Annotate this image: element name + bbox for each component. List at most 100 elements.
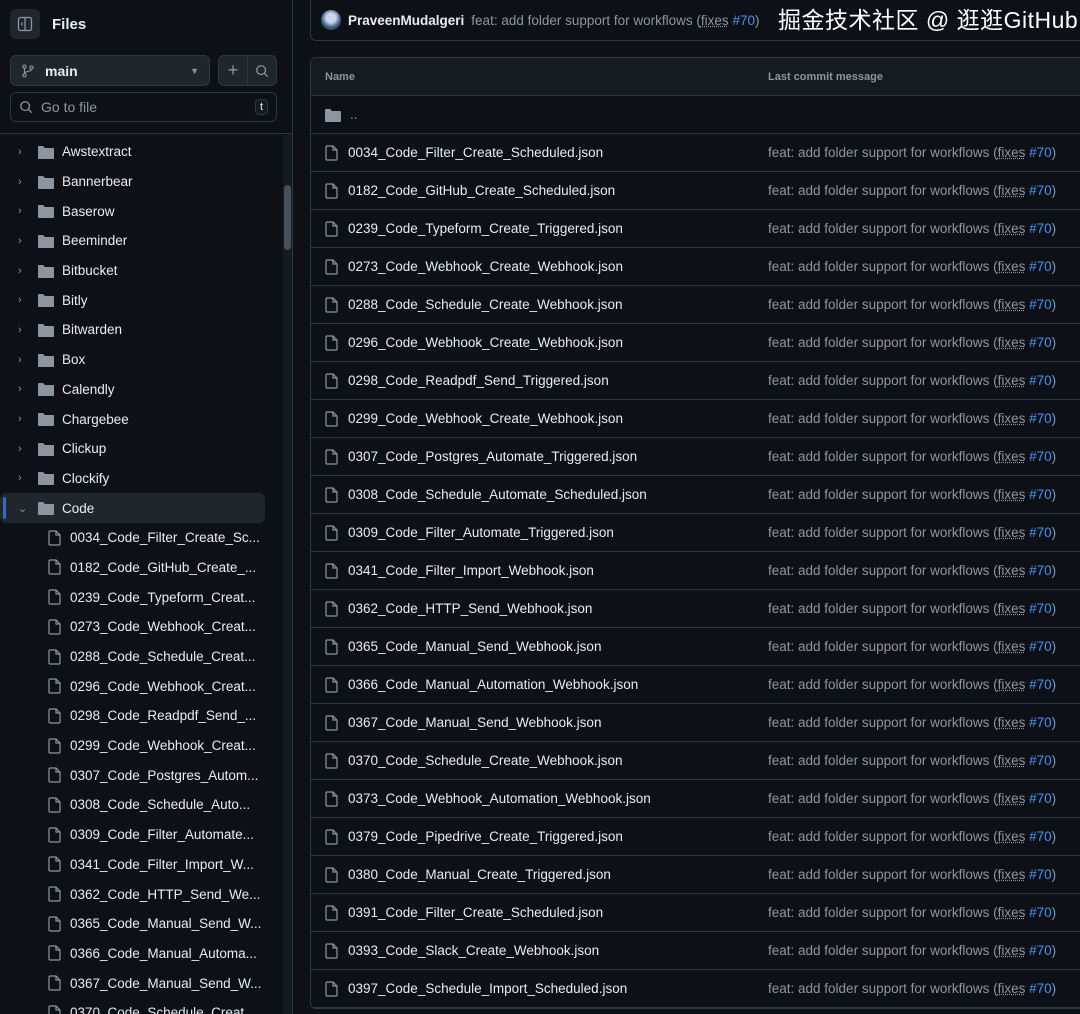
commit-message-link[interactable]: feat: add folder support for workflows (… xyxy=(768,563,1057,578)
commit-message-link[interactable]: feat: add folder support for workflows (… xyxy=(768,981,1057,996)
file-link[interactable]: 0366_Code_Manual_Automation_Webhook.json xyxy=(348,677,639,692)
chevron-right-icon[interactable]: › xyxy=(18,294,22,307)
file-link[interactable]: 0308_Code_Schedule_Automate_Scheduled.js… xyxy=(348,487,647,502)
collapse-sidebar-button[interactable] xyxy=(10,9,40,39)
file-link[interactable]: 0307_Code_Postgres_Automate_Triggered.js… xyxy=(348,449,638,464)
tree-file[interactable]: 0366_Code_Manual_Automa... xyxy=(0,939,283,969)
tree-file[interactable]: 0308_Code_Schedule_Auto... xyxy=(0,790,283,820)
commit-message-link[interactable]: feat: add folder support for workflows (… xyxy=(768,449,1057,464)
chevron-right-icon[interactable]: › xyxy=(18,264,22,277)
go-to-file-input[interactable]: Go to file t xyxy=(10,92,277,122)
file-link[interactable]: 0182_Code_GitHub_Create_Scheduled.json xyxy=(348,183,616,198)
tree-folder[interactable]: › Chargebee xyxy=(0,404,283,434)
scrollbar-thumb[interactable] xyxy=(284,185,291,250)
tree-folder[interactable]: › Bitwarden xyxy=(0,315,283,345)
commit-message-link[interactable]: feat: add folder support for workflows (… xyxy=(768,905,1057,920)
add-file-button[interactable]: + xyxy=(219,56,248,85)
tree-folder[interactable]: › Clickup xyxy=(0,434,283,464)
file-link[interactable]: 0239_Code_Typeform_Create_Triggered.json xyxy=(348,221,623,236)
file-link[interactable]: 0380_Code_Manual_Create_Triggered.json xyxy=(348,867,611,882)
tree-file[interactable]: 0182_Code_GitHub_Create_... xyxy=(0,553,283,583)
commit-message-link[interactable]: feat: add folder support for workflows (… xyxy=(768,373,1057,388)
commit-message-link[interactable]: feat: add folder support for workflows (… xyxy=(768,259,1057,274)
commit-message-link[interactable]: feat: add folder support for workflows (… xyxy=(768,487,1057,502)
tree-file[interactable]: 0239_Code_Typeform_Creat... xyxy=(0,582,283,612)
file-link[interactable]: 0365_Code_Manual_Send_Webhook.json xyxy=(348,639,602,654)
tree-file[interactable]: 0365_Code_Manual_Send_W... xyxy=(0,909,283,939)
chevron-right-icon[interactable]: › xyxy=(18,472,22,485)
chevron-right-icon[interactable]: › xyxy=(18,323,22,336)
commit-message-link[interactable]: feat: add folder support for workflows (… xyxy=(768,183,1057,198)
commit-message-link[interactable]: feat: add folder support for workflows (… xyxy=(768,867,1057,882)
tree-file[interactable]: 0288_Code_Schedule_Creat... xyxy=(0,642,283,672)
chevron-right-icon[interactable]: › xyxy=(18,234,22,247)
commit-message-link[interactable]: feat: add folder support for workflows (… xyxy=(768,601,1057,616)
commit-message-link[interactable]: feat: add folder support for workflows (… xyxy=(768,639,1057,654)
sidebar-scrollbar[interactable] xyxy=(283,135,292,1014)
branch-selector[interactable]: main ▼ xyxy=(10,55,210,86)
chevron-down-icon[interactable]: ⌄ xyxy=(18,502,28,515)
avatar[interactable] xyxy=(321,10,341,30)
file-link[interactable]: 0391_Code_Filter_Create_Scheduled.json xyxy=(348,905,604,920)
commit-message-link[interactable]: feat: add folder support for workflows (… xyxy=(768,829,1057,844)
chevron-right-icon[interactable]: › xyxy=(18,175,22,188)
tree-file[interactable]: 0273_Code_Webhook_Creat... xyxy=(0,612,283,642)
file-link[interactable]: 0373_Code_Webhook_Automation_Webhook.jso… xyxy=(348,791,651,806)
file-link[interactable]: 0296_Code_Webhook_Create_Webhook.json xyxy=(348,335,623,350)
tree-file[interactable]: 0307_Code_Postgres_Autom... xyxy=(0,760,283,790)
tree-folder[interactable]: › Box xyxy=(0,345,283,375)
search-files-button[interactable] xyxy=(248,56,276,85)
commit-message-link[interactable]: feat: add folder support for workflows (… xyxy=(768,943,1057,958)
commit-author[interactable]: PraveenMudalgeri xyxy=(348,12,465,28)
parent-directory-row[interactable]: .. xyxy=(311,96,1080,134)
chevron-right-icon[interactable]: › xyxy=(18,353,22,366)
file-link[interactable]: 0288_Code_Schedule_Create_Webhook.json xyxy=(348,297,623,312)
tree-file[interactable]: 0298_Code_Readpdf_Send_... xyxy=(0,701,283,731)
file-link[interactable]: 0362_Code_HTTP_Send_Webhook.json xyxy=(348,601,593,616)
file-link[interactable]: 0379_Code_Pipedrive_Create_Triggered.jso… xyxy=(348,829,623,844)
tree-file[interactable]: 0370_Code_Schedule_Creat... xyxy=(0,998,283,1014)
tree-folder[interactable]: › Bannerbear xyxy=(0,167,283,197)
file-link[interactable]: 0299_Code_Webhook_Create_Webhook.json xyxy=(348,411,623,426)
commit-message-link[interactable]: feat: add folder support for workflows (… xyxy=(768,715,1057,730)
tree-file[interactable]: 0367_Code_Manual_Send_W... xyxy=(0,968,283,998)
commit-message-link[interactable]: feat: add folder support for workflows (… xyxy=(768,411,1057,426)
file-link[interactable]: 0298_Code_Readpdf_Send_Triggered.json xyxy=(348,373,609,388)
commit-message-link[interactable]: feat: add folder support for workflows (… xyxy=(768,791,1057,806)
commit-message-link[interactable]: feat: add folder support for workflows (… xyxy=(768,145,1057,160)
file-link[interactable]: 0397_Code_Schedule_Import_Scheduled.json xyxy=(348,981,628,996)
tree-file[interactable]: 0341_Code_Filter_Import_W... xyxy=(0,850,283,880)
tree-folder[interactable]: › Bitbucket xyxy=(0,256,283,286)
tree-folder[interactable]: › Beeminder xyxy=(0,226,283,256)
tree-folder[interactable]: › Baserow xyxy=(0,196,283,226)
chevron-right-icon[interactable]: › xyxy=(18,205,22,218)
commit-message-link[interactable]: feat: add folder support for workflows (… xyxy=(768,525,1057,540)
file-link[interactable]: 0273_Code_Webhook_Create_Webhook.json xyxy=(348,259,623,274)
commit-message-link[interactable]: feat: add folder support for workflows (… xyxy=(768,335,1057,350)
file-link[interactable]: 0309_Code_Filter_Automate_Triggered.json xyxy=(348,525,614,540)
commit-message-link[interactable]: feat: add folder support for workflows (… xyxy=(768,753,1057,768)
tree-file[interactable]: 0034_Code_Filter_Create_Sc... xyxy=(0,523,283,553)
parent-directory-link[interactable]: .. xyxy=(350,107,358,122)
commit-message-link[interactable]: feat: add folder support for workflows (… xyxy=(768,297,1057,312)
tree-folder[interactable]: › Awstextract xyxy=(0,137,283,167)
file-link[interactable]: 0341_Code_Filter_Import_Webhook.json xyxy=(348,563,594,578)
file-link[interactable]: 0367_Code_Manual_Send_Webhook.json xyxy=(348,715,602,730)
tree-folder[interactable]: › Clockify xyxy=(0,464,283,494)
commit-message[interactable]: feat: add folder support for workflows (… xyxy=(471,12,760,28)
file-link[interactable]: 0034_Code_Filter_Create_Scheduled.json xyxy=(348,145,604,160)
tree-folder[interactable]: › Bitly xyxy=(0,285,283,315)
file-link[interactable]: 0393_Code_Slack_Create_Webhook.json xyxy=(348,943,600,958)
tree-file[interactable]: 0309_Code_Filter_Automate... xyxy=(0,820,283,850)
commit-message-link[interactable]: feat: add folder support for workflows (… xyxy=(768,677,1057,692)
file-link[interactable]: 0370_Code_Schedule_Create_Webhook.json xyxy=(348,753,623,768)
chevron-right-icon[interactable]: › xyxy=(18,413,22,426)
tree-file[interactable]: 0296_Code_Webhook_Creat... xyxy=(0,671,283,701)
tree-folder[interactable]: › Calendly xyxy=(0,375,283,405)
chevron-right-icon[interactable]: › xyxy=(18,383,22,396)
tree-file[interactable]: 0362_Code_HTTP_Send_We... xyxy=(0,879,283,909)
tree-folder-selected[interactable]: ⌄ Code xyxy=(0,493,265,523)
commit-message-link[interactable]: feat: add folder support for workflows (… xyxy=(768,221,1057,236)
chevron-right-icon[interactable]: › xyxy=(18,145,22,158)
tree-file[interactable]: 0299_Code_Webhook_Creat... xyxy=(0,731,283,761)
